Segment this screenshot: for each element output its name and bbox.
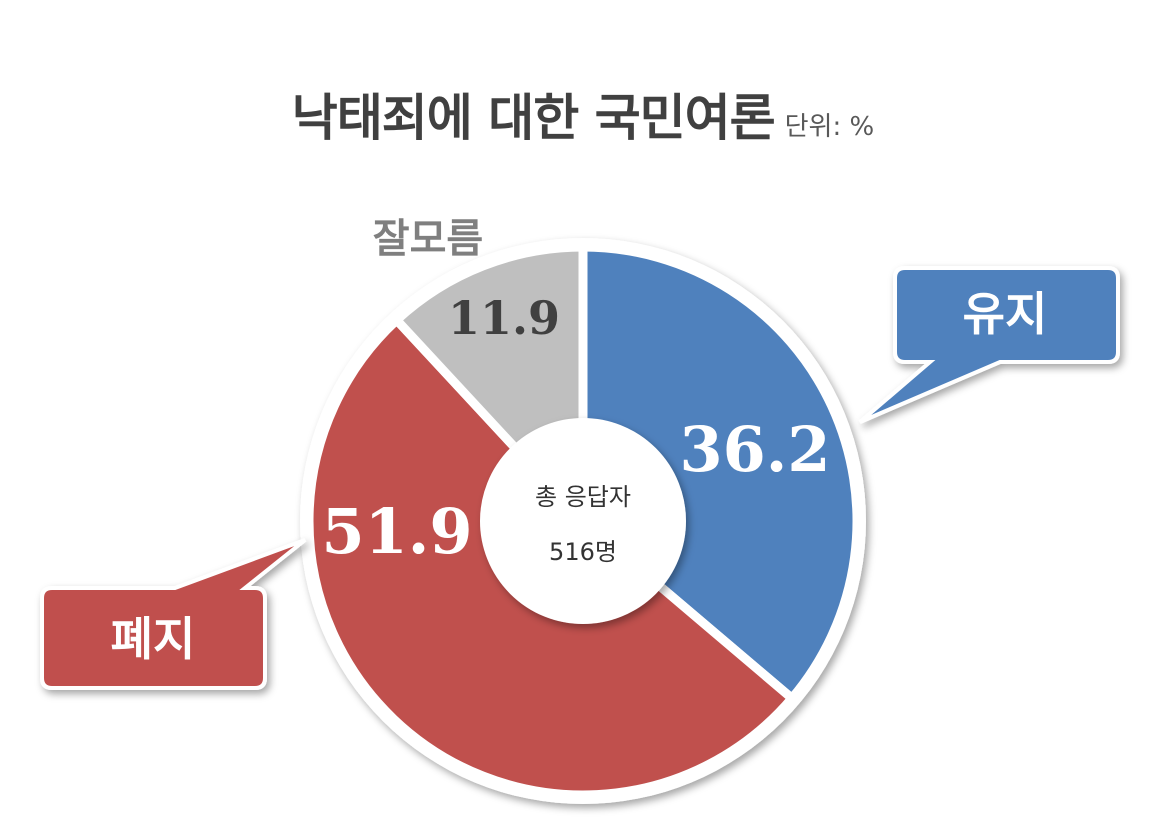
value-label-abolish: 51.9 — [321, 495, 472, 568]
donut-hole — [480, 418, 686, 624]
chart-title: 낙태죄에 대한 국민여론 — [291, 89, 776, 147]
callout-abolish-box — [40, 538, 307, 690]
label-unknown: 잘모름 — [373, 216, 483, 262]
chart-title-row: 낙태죄에 대한 국민여론 단위: % — [0, 78, 1166, 150]
callout-abolish: 폐지 — [40, 538, 307, 690]
callout-maintain-label: 유지 — [963, 287, 1048, 341]
callout-maintain-box — [858, 266, 1120, 424]
center-value: 516명 — [549, 538, 617, 566]
value-label-maintain: 36.2 — [679, 413, 830, 486]
donut-slices — [304, 242, 862, 800]
callout-abolish-label: 폐지 — [111, 612, 196, 666]
unit-label: 단위: % — [784, 112, 875, 142]
center-label: 총 응답자 — [535, 483, 631, 511]
value-label-unknown: 11.9 — [448, 291, 560, 345]
callout-maintain: 유지 — [858, 266, 1120, 424]
